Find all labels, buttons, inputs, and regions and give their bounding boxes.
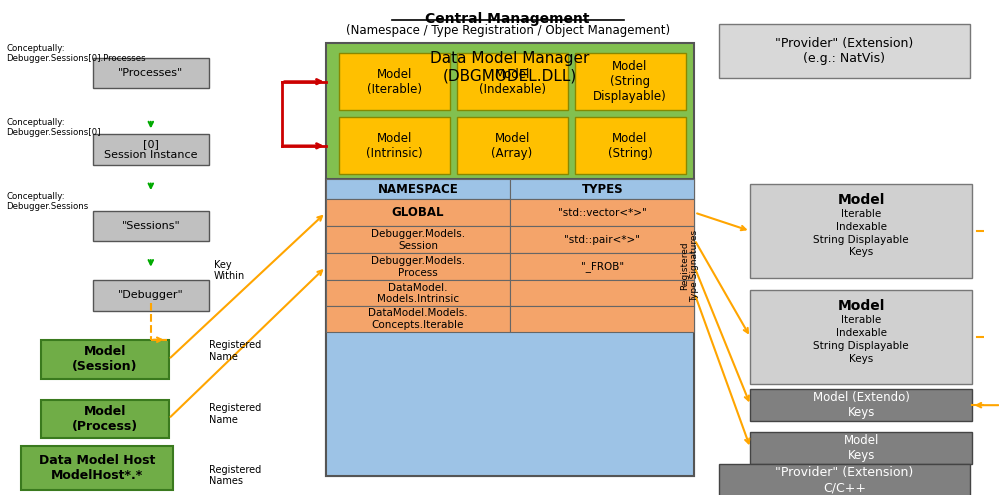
Bar xyxy=(510,226,694,253)
Text: Model (Extendo)
Keys: Model (Extendo) Keys xyxy=(812,391,909,419)
Text: Key
Within: Key Within xyxy=(214,260,245,281)
Bar xyxy=(93,134,209,165)
Bar xyxy=(574,53,685,110)
Text: "_FROB": "_FROB" xyxy=(580,261,623,272)
Text: Model
(String): Model (String) xyxy=(607,132,652,160)
Text: Model
(Intrinsic): Model (Intrinsic) xyxy=(366,132,423,160)
Text: Model: Model xyxy=(837,193,885,207)
Bar xyxy=(750,184,972,278)
Text: "Sessions": "Sessions" xyxy=(122,221,180,231)
Bar xyxy=(750,290,972,384)
Text: "Provider" (Extension)
C/C++: "Provider" (Extension) C/C++ xyxy=(775,466,913,495)
Text: Indexable: Indexable xyxy=(835,328,886,338)
Text: Model
(Session): Model (Session) xyxy=(72,345,137,373)
Text: "std::vector<*>": "std::vector<*>" xyxy=(557,208,646,218)
Bar xyxy=(719,464,970,497)
Bar xyxy=(719,23,970,78)
Text: Data Model Manager
(DBGMODEL.DLL): Data Model Manager (DBGMODEL.DLL) xyxy=(431,51,589,83)
Text: Model
(String
Displayable): Model (String Displayable) xyxy=(593,60,667,103)
Bar xyxy=(750,389,972,421)
Text: NAMESPACE: NAMESPACE xyxy=(378,183,459,196)
Text: TYPES: TYPES xyxy=(581,183,623,196)
Text: Debugger.Models.
Session: Debugger.Models. Session xyxy=(371,229,465,250)
Bar xyxy=(21,446,174,491)
Text: Registered
Name: Registered Name xyxy=(209,340,261,362)
Bar xyxy=(326,43,694,476)
Text: Model
(Indexable): Model (Indexable) xyxy=(479,68,545,96)
Bar xyxy=(510,306,694,332)
Text: Registered
Names: Registered Names xyxy=(209,465,261,487)
Text: Keys: Keys xyxy=(849,248,873,257)
Bar xyxy=(326,306,510,332)
Text: [0]
Session Instance: [0] Session Instance xyxy=(104,139,198,160)
Text: Model
(Array): Model (Array) xyxy=(492,132,532,160)
Text: DataModel.Models.
Concepts.Iterable: DataModel.Models. Concepts.Iterable xyxy=(369,308,468,330)
Bar xyxy=(326,179,510,199)
Bar xyxy=(457,117,567,174)
Text: Registered
Type Signatures: Registered Type Signatures xyxy=(680,230,699,302)
Bar xyxy=(93,280,209,310)
Text: String Displayable: String Displayable xyxy=(813,235,909,245)
Text: Debugger.Models.
Process: Debugger.Models. Process xyxy=(371,256,465,277)
Bar xyxy=(326,179,694,476)
Text: (Namespace / Type Registration / Object Management): (Namespace / Type Registration / Object … xyxy=(346,23,669,36)
Bar xyxy=(326,280,510,306)
Bar xyxy=(750,432,972,464)
Bar xyxy=(93,58,209,88)
Text: GLOBAL: GLOBAL xyxy=(392,206,445,219)
Bar xyxy=(41,340,169,379)
Text: Model
Keys: Model Keys xyxy=(843,434,879,462)
Text: "std::pair<*>": "std::pair<*>" xyxy=(564,235,640,245)
Bar xyxy=(339,53,450,110)
Text: Indexable: Indexable xyxy=(835,222,886,232)
Text: String Displayable: String Displayable xyxy=(813,341,909,351)
Text: Conceptually:
Debugger.Sessions[0].Processes: Conceptually: Debugger.Sessions[0].Proce… xyxy=(6,43,146,63)
Bar xyxy=(510,179,694,199)
Bar xyxy=(510,199,694,226)
Bar xyxy=(574,117,685,174)
Text: Model
(Iterable): Model (Iterable) xyxy=(367,68,422,96)
Text: "Provider" (Extension)
(e.g.: NatVis): "Provider" (Extension) (e.g.: NatVis) xyxy=(775,37,913,65)
Text: DataModel.
Models.Intrinsic: DataModel. Models.Intrinsic xyxy=(377,282,459,304)
Text: Registered
Name: Registered Name xyxy=(209,403,261,425)
Text: Data Model Host
ModelHost*.*: Data Model Host ModelHost*.* xyxy=(39,454,156,482)
Bar xyxy=(93,211,209,242)
Bar xyxy=(510,253,694,280)
Text: Iterable: Iterable xyxy=(841,209,881,219)
Bar xyxy=(41,400,169,438)
Bar xyxy=(510,280,694,306)
Bar xyxy=(339,117,450,174)
Text: Conceptually:
Debugger.Sessions[0]: Conceptually: Debugger.Sessions[0] xyxy=(6,118,101,137)
Text: Model: Model xyxy=(837,299,885,313)
Text: "Debugger": "Debugger" xyxy=(118,290,184,300)
Bar xyxy=(457,53,567,110)
Text: Central Management: Central Management xyxy=(426,12,590,26)
Text: Keys: Keys xyxy=(849,354,873,364)
Text: Model
(Process): Model (Process) xyxy=(72,405,138,433)
Text: Iterable: Iterable xyxy=(841,315,881,325)
Bar xyxy=(326,226,510,253)
Text: Conceptually:
Debugger.Sessions: Conceptually: Debugger.Sessions xyxy=(6,192,89,211)
Bar xyxy=(326,199,510,226)
Bar xyxy=(326,253,510,280)
Text: "Processes": "Processes" xyxy=(118,68,184,78)
